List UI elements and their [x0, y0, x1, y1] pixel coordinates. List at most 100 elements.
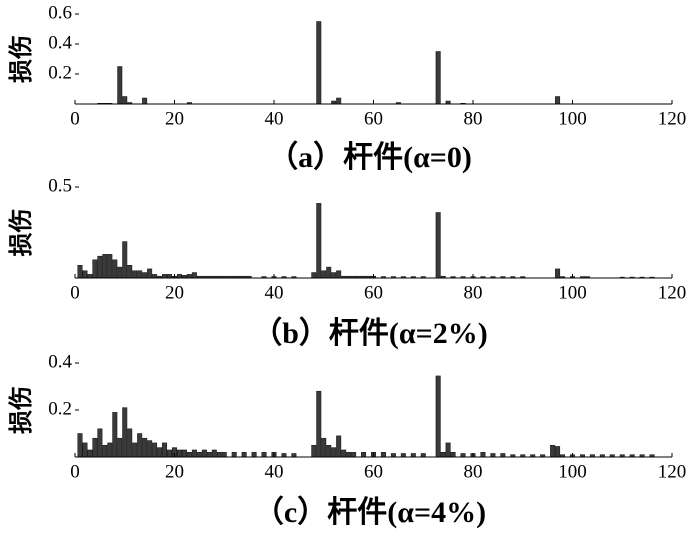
bar: [82, 270, 88, 279]
x-tick-label: 20: [165, 282, 184, 303]
bar: [191, 449, 197, 458]
bar: [152, 274, 158, 279]
bar: [326, 445, 332, 458]
x-tick-label: 60: [364, 461, 383, 482]
bar: [435, 212, 441, 279]
bar: [435, 51, 441, 105]
x-tick-label: 60: [364, 282, 383, 303]
bar: [102, 254, 108, 279]
bar: [176, 449, 182, 458]
bar: [555, 446, 561, 458]
bar: [291, 453, 297, 458]
y-tick-label: 0.5: [48, 175, 72, 196]
bar: [92, 437, 98, 458]
bar: [316, 21, 322, 105]
bar: [221, 452, 227, 458]
x-tick-label: 0: [70, 108, 80, 129]
y-tick-label: 0.4: [48, 32, 72, 53]
x-tick-label: 100: [558, 108, 587, 129]
x-tick-label: 0: [70, 461, 80, 482]
bar: [480, 452, 486, 458]
y-axis-label: 损伤: [7, 386, 35, 434]
bar: [132, 270, 138, 279]
bar: [341, 449, 347, 458]
bar: [152, 442, 158, 458]
bar: [122, 96, 128, 105]
bar: [361, 452, 367, 458]
bar: [142, 97, 148, 105]
caption: （c）杆件(α=4%): [254, 495, 486, 529]
bar: [127, 428, 133, 458]
x-tick-label: 40: [265, 108, 284, 129]
bar: [137, 270, 143, 279]
bar: [112, 412, 118, 458]
bar: [311, 272, 317, 279]
bar: [331, 272, 337, 279]
bar: [147, 440, 153, 458]
bar: [321, 270, 327, 279]
bar: [157, 447, 163, 458]
bar: [112, 259, 118, 279]
bar: [316, 390, 322, 458]
bar: [117, 437, 123, 458]
bar: [142, 437, 148, 458]
bar: [132, 442, 138, 458]
x-tick-label: 120: [658, 461, 687, 482]
bar: [167, 449, 173, 458]
bar: [251, 452, 257, 458]
x-tick-label: 80: [464, 282, 483, 303]
bar: [316, 203, 322, 279]
y-tick-label: 0.6: [48, 2, 72, 23]
bar: [117, 66, 123, 105]
bar: [331, 447, 337, 458]
bar: [555, 268, 561, 279]
y-axis-label: 损伤: [7, 35, 35, 83]
bar: [460, 453, 466, 458]
bar: [97, 255, 103, 279]
bar: [336, 97, 342, 105]
x-tick-label: 20: [165, 108, 184, 129]
x-tick-label: 100: [558, 461, 587, 482]
bar: [336, 435, 342, 458]
bar: [351, 452, 357, 458]
bar: [97, 428, 103, 458]
bar: [346, 452, 352, 458]
y-tick-label: 0.2: [48, 62, 72, 83]
bar: [390, 453, 396, 458]
x-tick-label: 60: [364, 108, 383, 129]
bar: [87, 449, 93, 458]
bar: [211, 449, 217, 458]
bar: [216, 452, 222, 458]
bar: [162, 274, 168, 279]
bar: [555, 96, 561, 105]
bar: [206, 452, 212, 458]
x-tick-label: 100: [558, 282, 587, 303]
y-tick-label: 0.4: [48, 351, 72, 372]
bar: [196, 452, 202, 458]
x-tick-label: 40: [265, 282, 284, 303]
caption: （a）杆件(α=0): [268, 140, 472, 174]
x-tick-label: 0: [70, 282, 80, 303]
bar: [77, 265, 83, 279]
bar: [445, 442, 451, 458]
y-axis-label: 损伤: [7, 209, 35, 257]
bar: [87, 274, 93, 279]
bar: [261, 452, 267, 458]
bar: [321, 437, 327, 458]
bar: [450, 452, 456, 458]
bar: [162, 442, 168, 458]
bar: [181, 449, 187, 458]
bar: [117, 266, 123, 279]
bar: [336, 270, 342, 279]
bar: [127, 265, 133, 279]
bar: [410, 453, 416, 458]
bar: [102, 445, 108, 458]
bar: [440, 452, 446, 458]
bar: [191, 272, 197, 279]
bar: [77, 433, 83, 458]
bar: [380, 452, 386, 458]
x-tick-label: 120: [658, 108, 687, 129]
x-tick-label: 80: [464, 108, 483, 129]
bar: [107, 442, 113, 458]
bar: [241, 452, 247, 458]
